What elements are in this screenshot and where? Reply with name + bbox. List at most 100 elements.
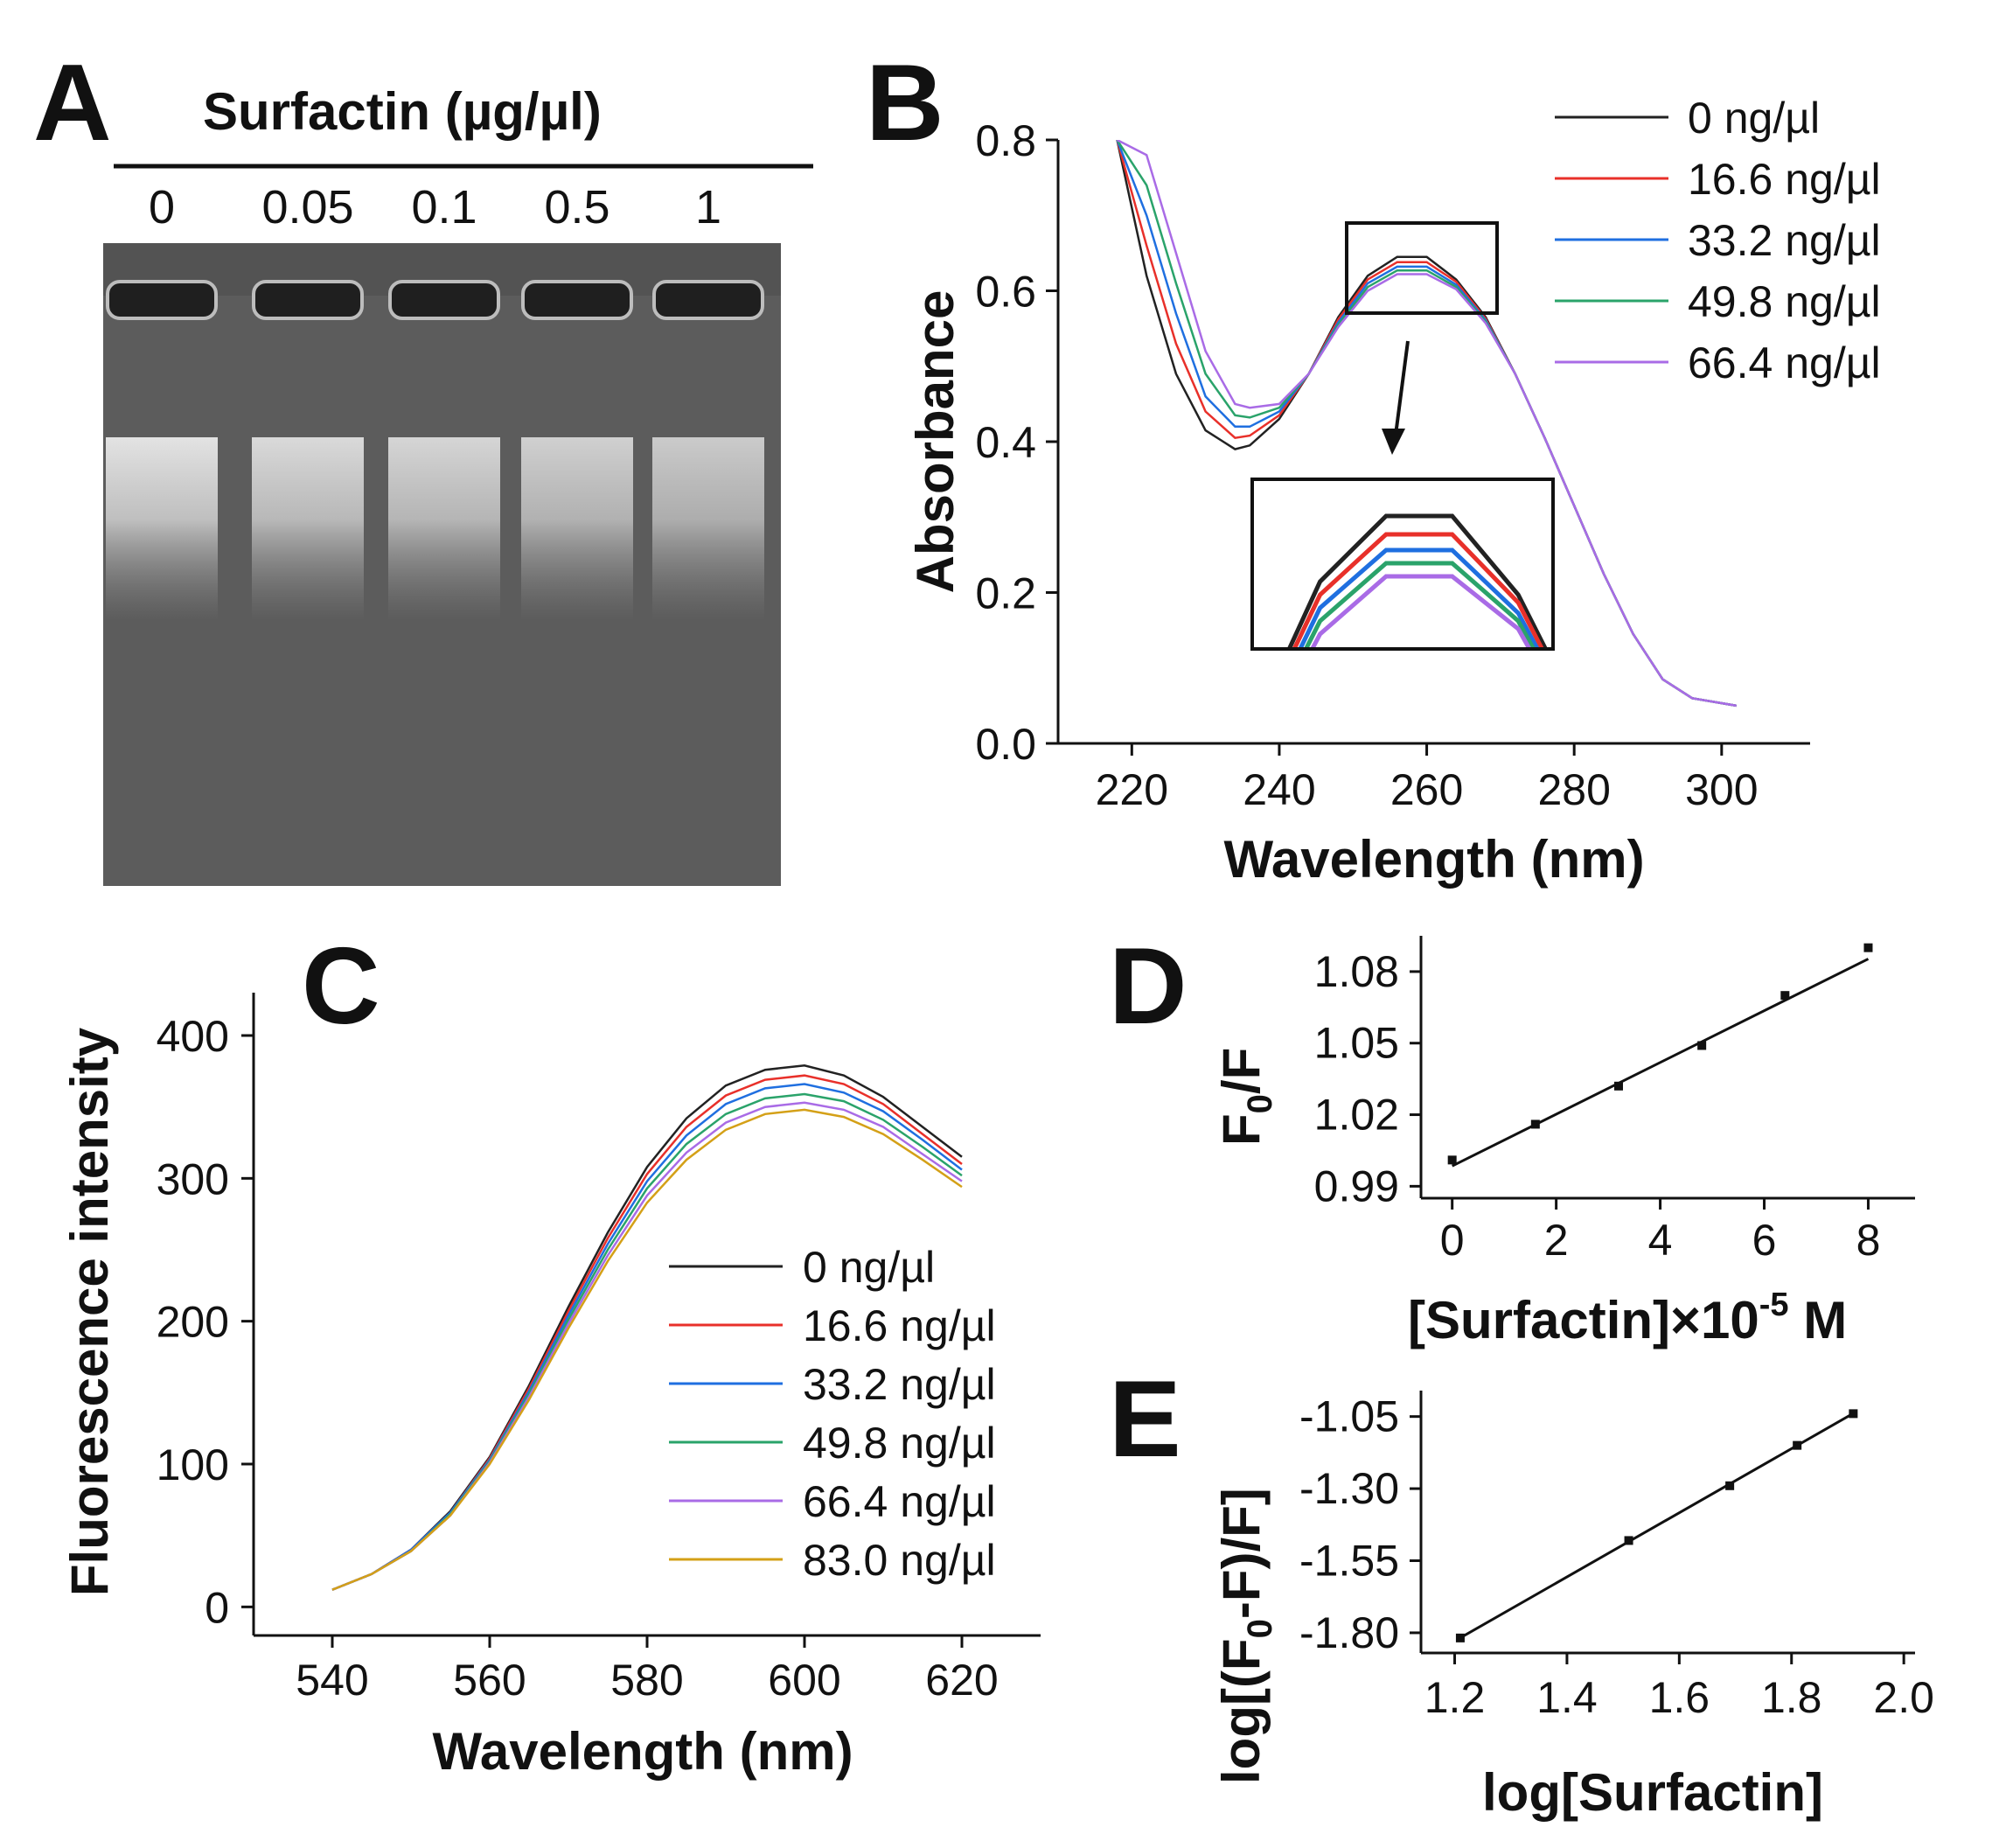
d-x-axis-title-unit: M: [1789, 1291, 1848, 1349]
gel-dna-band: [106, 437, 218, 621]
e-y-tick-label: -1.80: [1299, 1608, 1399, 1657]
e-x-tick-label: 1.8: [1761, 1673, 1822, 1722]
gel-lanes: [106, 280, 764, 621]
d-data-point: [1447, 1155, 1457, 1165]
c-x-tick-label: 560: [453, 1656, 526, 1705]
d-data-point: [1697, 1041, 1707, 1050]
c-x-tick-label: 620: [925, 1656, 998, 1705]
d-data-point: [1780, 991, 1790, 1001]
c-legend-label: 0 ng/µl: [803, 1243, 935, 1292]
d-x-tick-label: 0: [1440, 1216, 1465, 1265]
d-x-tick-label: 8: [1856, 1216, 1881, 1265]
e-x-axis-title: log[Surfactin]: [1482, 1763, 1823, 1822]
b-legend-label: 0 ng/µl: [1688, 94, 1820, 143]
e-y-axis-title-pre: log[(F: [1212, 1638, 1271, 1784]
b-zoom-box: [1345, 221, 1499, 315]
gel-well: [652, 280, 764, 320]
gel-dna-band: [388, 437, 500, 621]
gel-lane-label: 0.5: [544, 181, 609, 234]
c-legend: 0 ng/µl 16.6 ng/µl 33.2 ng/µl 49.8 ng/µl 66.…: [669, 1243, 996, 1585]
gel-well: [388, 280, 500, 320]
e-data-point: [1725, 1481, 1735, 1490]
e-fit-line: [1459, 1412, 1855, 1639]
panel-a: A Surfactin (µg/µl) 0 0.05 0.1 0.5 1: [33, 43, 813, 886]
e-x-tick-label: 2.0: [1873, 1673, 1934, 1722]
d-y-tick-label: 1.02: [1314, 1091, 1399, 1140]
c-y-tick-label: 200: [157, 1298, 229, 1347]
d-ticks: 0 2 4 6 8 0.99 1.02 1.05 1.08: [1314, 947, 1881, 1265]
d-x-tick-label: 4: [1648, 1216, 1673, 1265]
gel-dna-band: [652, 437, 764, 621]
d-fit-line: [1452, 958, 1870, 1168]
d-x-tick-label: 2: [1544, 1216, 1569, 1265]
gel-title: Surfactin (µg/µl): [203, 82, 602, 141]
b-x-tick-label: 300: [1685, 765, 1758, 814]
d-x-axis-title-sup: -5: [1759, 1287, 1789, 1323]
gel-well: [106, 280, 218, 320]
panel-label-e: E: [1109, 1359, 1181, 1480]
panel-d: D 0 2 4 6 8 0.99 1.02 1.05 1.08 [Surfactin]×10-5…: [1109, 926, 1915, 1349]
b-x-tick-label: 220: [1096, 765, 1168, 814]
b-y-tick-label: 0.8: [975, 116, 1036, 165]
e-x-tick-label: 1.2: [1424, 1673, 1486, 1722]
e-ticks: 1.2 1.4 1.6 1.8 2.0 -1.80 -1.55 -1.30 -1.05: [1299, 1392, 1934, 1722]
e-data-point: [1455, 1633, 1465, 1642]
panel-b: B 220 240 260 280 300 0.0 0.2 0.4 0.6 0.8 Wavelen…: [866, 43, 1881, 889]
b-y-tick-label: 0.0: [975, 720, 1036, 769]
c-y-tick-label: 100: [157, 1440, 229, 1489]
c-y-tick-label: 0: [205, 1583, 229, 1632]
c-x-tick-label: 540: [296, 1656, 368, 1705]
panel-label-c: C: [302, 926, 380, 1047]
b-x-tick-label: 240: [1243, 765, 1315, 814]
c-legend-label: 33.2 ng/µl: [803, 1360, 996, 1409]
panel-label-a: A: [33, 43, 112, 164]
d-x-axis-title: [Surfactin]×10-5 M: [1408, 1287, 1847, 1349]
c-x-axis-title: Wavelength (nm): [432, 1722, 853, 1781]
b-legend-label: 33.2 ng/µl: [1688, 216, 1881, 265]
c-legend-label: 16.6 ng/µl: [803, 1301, 996, 1350]
c-y-tick-label: 300: [157, 1154, 229, 1203]
c-legend-label: 66.4 ng/µl: [803, 1477, 996, 1526]
b-series-lines: [1116, 140, 1737, 708]
d-data-point: [1863, 943, 1873, 952]
gel-dna-band: [521, 437, 633, 621]
e-y-axis-title-sub: 0: [1241, 1619, 1279, 1638]
b-y-tick-label: 0.4: [975, 418, 1036, 467]
d-data-point: [1614, 1081, 1623, 1091]
e-data-point: [1849, 1409, 1858, 1419]
gel-lane-label: 1: [695, 181, 721, 234]
gel-well: [521, 280, 633, 320]
c-series-line: [331, 1108, 963, 1591]
panel-c: C 540 560 580 600 620 0 100 200 300 400 Wavelengt…: [60, 926, 1041, 1781]
b-y-tick-label: 0.6: [975, 268, 1036, 317]
b-legend-label: 16.6 ng/µl: [1688, 155, 1881, 204]
b-x-tick-label: 280: [1537, 765, 1610, 814]
b-y-axis-title: Absorbance: [906, 290, 965, 594]
e-x-tick-label: 1.6: [1649, 1673, 1710, 1722]
e-y-axis-title: log[(F0-F)/F]: [1212, 1488, 1279, 1784]
b-inset-line: [1287, 513, 1548, 647]
c-x-tick-label: 600: [768, 1656, 840, 1705]
d-data-point: [1530, 1119, 1540, 1129]
b-legend-label: 49.8 ng/µl: [1688, 277, 1881, 326]
b-inset-lines: [1287, 513, 1548, 647]
b-y-tick-label: 0.2: [975, 569, 1036, 618]
c-ticks: 540 560 580 600 620 0 100 200 300 400: [157, 1012, 999, 1705]
gel-lane-label: 0: [149, 181, 175, 234]
b-inset-line: [1292, 532, 1544, 647]
panel-label-d: D: [1109, 926, 1188, 1047]
gel-lane-label: 0.1: [411, 181, 477, 234]
c-series-lines: [331, 1064, 963, 1591]
gel-lane-label: 0.05: [261, 181, 353, 234]
d-y-axis-title: F0/F: [1212, 1048, 1279, 1146]
e-data-point: [1793, 1440, 1802, 1450]
b-legend-label: 66.4 ng/µl: [1688, 338, 1881, 387]
b-ticks: 220 240 260 280 300 0.0 0.2 0.4 0.6 0.8: [975, 116, 1758, 814]
d-x-tick-label: 6: [1752, 1216, 1777, 1265]
b-inset-line: [1304, 561, 1536, 647]
c-x-tick-label: 580: [610, 1656, 683, 1705]
d-y-axis-title-rest: /F: [1212, 1048, 1271, 1094]
b-zoom-arrow-head: [1382, 429, 1405, 455]
b-x-axis-title: Wavelength (nm): [1223, 830, 1644, 889]
